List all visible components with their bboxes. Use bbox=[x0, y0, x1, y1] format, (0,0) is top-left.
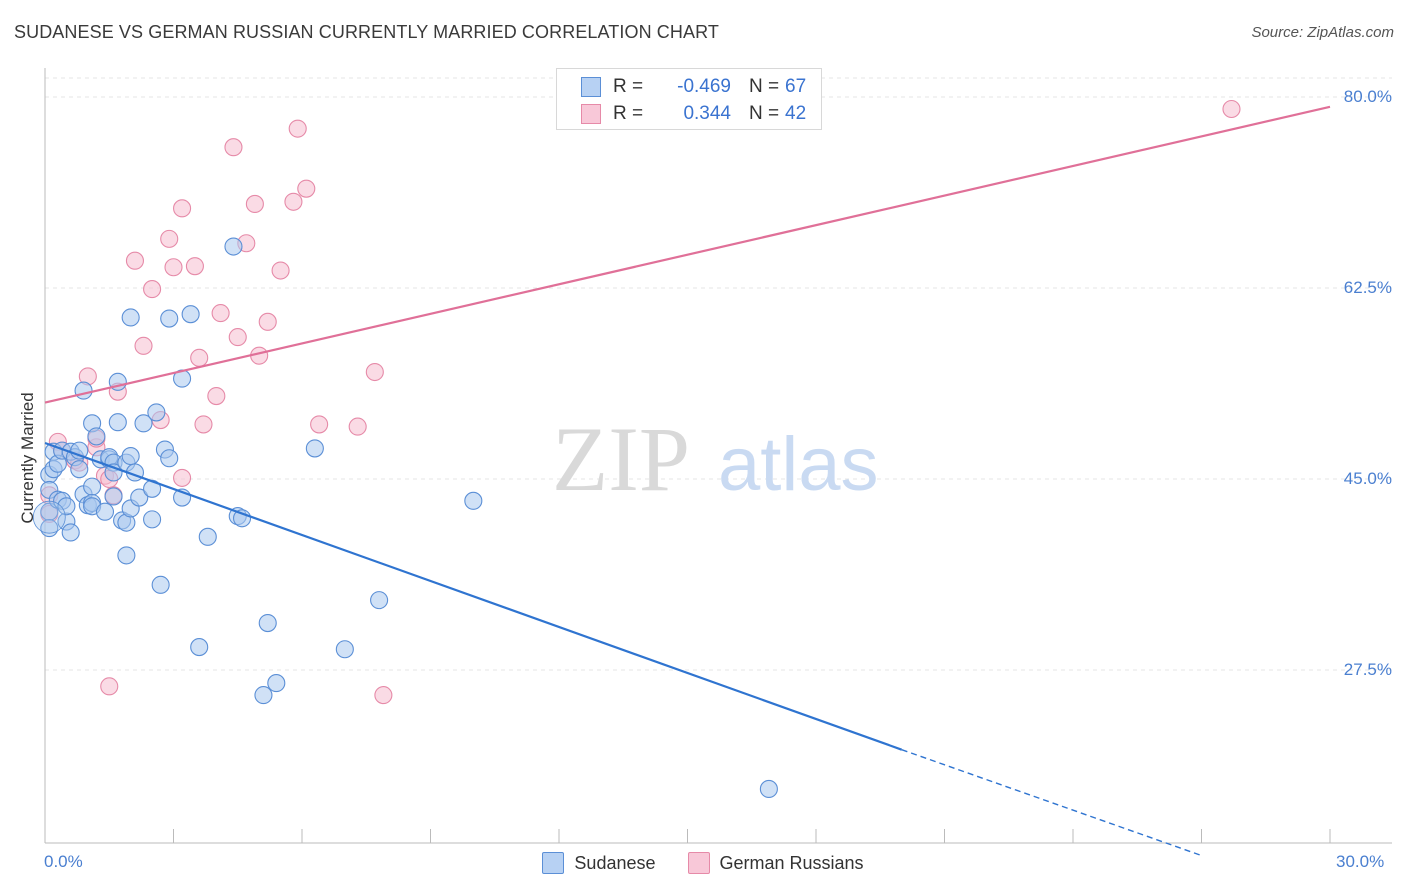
sudanese-point bbox=[117, 546, 136, 565]
x-tick-label: 0.0% bbox=[44, 852, 83, 871]
german-russians-point bbox=[143, 280, 162, 299]
german-russians-point bbox=[228, 328, 247, 347]
sudanese-point bbox=[151, 575, 170, 594]
sudanese-point bbox=[160, 309, 179, 328]
watermark: ZIP atlas bbox=[552, 408, 879, 510]
r-label: R = bbox=[613, 76, 644, 97]
sudanese-point bbox=[121, 308, 140, 327]
sudanese-point bbox=[198, 527, 217, 546]
german-russians-points bbox=[40, 99, 1241, 705]
german-russians-trend-line bbox=[44, 105, 1331, 404]
legend-item-sudanese[interactable]: Sudanese bbox=[542, 852, 656, 874]
sudanese-point bbox=[147, 403, 166, 422]
legend-item-german-russians[interactable]: German Russians bbox=[687, 852, 864, 874]
sudanese-point bbox=[95, 502, 115, 521]
sudanese-point bbox=[335, 640, 354, 659]
source-credit: Source: ZipAtlas.com bbox=[1251, 24, 1394, 41]
sudanese-swatch bbox=[581, 77, 601, 97]
sudanese-point bbox=[74, 381, 93, 400]
german-russians-point bbox=[194, 415, 213, 434]
german-russians-point bbox=[288, 119, 307, 138]
legend-row-sudanese: R = -0.469 N = 67 bbox=[581, 75, 806, 99]
sudanese-point bbox=[83, 477, 102, 496]
sudanese-trend-extension bbox=[901, 748, 1202, 857]
sudanese-point bbox=[130, 488, 149, 507]
r-label: R = bbox=[613, 103, 644, 124]
y-axis-label: Currently Married bbox=[18, 392, 37, 524]
r-value: -0.469 bbox=[677, 76, 731, 97]
german-russians-point bbox=[125, 251, 144, 270]
sudanese-point bbox=[464, 491, 483, 510]
german-russians-point bbox=[185, 257, 204, 276]
sudanese-point bbox=[134, 414, 153, 433]
sudanese-point bbox=[181, 305, 200, 324]
german-russians-point bbox=[160, 229, 179, 248]
chart-title: SUDANESE VS GERMAN RUSSIAN CURRENTLY MAR… bbox=[14, 22, 719, 42]
sudanese-point bbox=[267, 674, 286, 693]
sudanese-point bbox=[87, 427, 106, 446]
german-russians-point bbox=[348, 417, 367, 436]
german-russians-swatch bbox=[687, 852, 710, 874]
sudanese-point bbox=[104, 487, 123, 506]
german-russians-point bbox=[173, 468, 192, 487]
german-russians-point bbox=[284, 192, 303, 211]
n-value: 42 bbox=[785, 103, 807, 124]
y-tick-label: 27.5% bbox=[1343, 660, 1392, 679]
sudanese-point bbox=[254, 686, 273, 705]
german-russians-point bbox=[207, 386, 226, 406]
german-russians-point bbox=[365, 362, 384, 382]
german-russians-point bbox=[258, 312, 277, 331]
sudanese-points bbox=[32, 237, 778, 798]
n-value: 67 bbox=[785, 76, 807, 97]
sudanese-point bbox=[258, 614, 277, 633]
german-russians-point bbox=[164, 258, 183, 277]
sudanese-point bbox=[57, 497, 76, 516]
n-label: N = bbox=[749, 76, 780, 97]
sudanese-point bbox=[32, 500, 66, 534]
german-russians-point bbox=[297, 179, 316, 198]
n-label: N = bbox=[749, 103, 780, 124]
german-russians-point bbox=[134, 336, 153, 355]
german-russians-point bbox=[245, 194, 264, 214]
y-tick-label: 62.5% bbox=[1343, 278, 1392, 297]
watermark-atlas: atlas bbox=[718, 422, 879, 507]
correlation-legend: R = -0.469 N = 67 R = 0.344 N = 42 bbox=[556, 68, 822, 130]
series-legend: Sudanese German Russians bbox=[0, 852, 1406, 874]
german-russians-point bbox=[271, 261, 290, 280]
german-russians-point bbox=[224, 138, 243, 157]
sudanese-point bbox=[70, 460, 89, 479]
sudanese-point bbox=[305, 439, 324, 458]
german-russians-point bbox=[190, 348, 209, 367]
sudanese-swatch bbox=[542, 852, 565, 874]
trend-lines bbox=[44, 105, 1331, 857]
sudanese-point bbox=[190, 638, 209, 657]
y-tick-label: 45.0% bbox=[1343, 469, 1392, 488]
y-tick-label: 80.0% bbox=[1343, 87, 1392, 106]
watermark-zip: ZIP bbox=[552, 408, 690, 510]
x-tick-label: 30.0% bbox=[1336, 852, 1385, 871]
legend-label: Sudanese bbox=[574, 852, 656, 873]
german-russians-point bbox=[211, 304, 230, 323]
german-russians-point bbox=[173, 199, 192, 218]
gridlines bbox=[45, 77, 1392, 671]
legend-label: German Russians bbox=[719, 852, 864, 873]
r-value: 0.344 bbox=[683, 103, 731, 124]
sudanese-point bbox=[143, 510, 162, 529]
german-russians-point bbox=[100, 677, 119, 696]
sudanese-trend-line bbox=[44, 441, 903, 751]
sudanese-point bbox=[759, 779, 778, 798]
sudanese-point bbox=[121, 447, 140, 466]
german-russians-point bbox=[310, 415, 329, 434]
german-russians-swatch bbox=[581, 104, 601, 124]
legend-row-german-russians: R = 0.344 N = 42 bbox=[581, 102, 806, 126]
german-russians-point bbox=[374, 686, 393, 705]
sudanese-point bbox=[370, 591, 389, 610]
sudanese-point bbox=[224, 237, 243, 256]
sudanese-point bbox=[160, 449, 179, 468]
sudanese-point bbox=[108, 413, 127, 432]
sudanese-point bbox=[61, 523, 80, 542]
german-russians-point bbox=[1222, 99, 1241, 119]
